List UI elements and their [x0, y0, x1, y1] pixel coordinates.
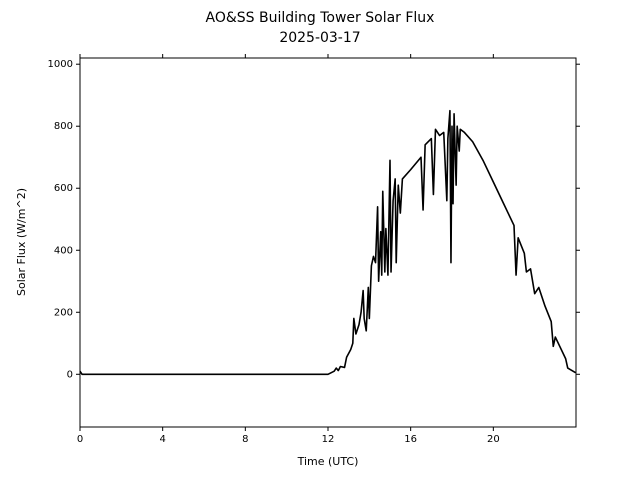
y-tick-label: 0 — [67, 369, 73, 380]
y-tick-label: 1000 — [48, 59, 73, 70]
y-tick-label: 200 — [54, 307, 73, 318]
chart-subtitle: 2025-03-17 — [279, 30, 360, 46]
x-tick-label: 4 — [159, 434, 165, 445]
y-tick-label: 400 — [54, 245, 73, 256]
x-tick-label: 0 — [77, 434, 83, 445]
y-tick-label: 800 — [54, 121, 73, 132]
chart-title: AO&SS Building Tower Solar Flux — [206, 10, 435, 26]
x-tick-label: 20 — [487, 434, 500, 445]
plot-frame — [79, 57, 577, 428]
y-tick-label: 600 — [54, 183, 73, 194]
data-line — [79, 109, 576, 376]
x-axis-label: Time (UTC) — [297, 455, 359, 468]
x-tick-label: 12 — [322, 434, 335, 445]
x-tick-label: 8 — [242, 434, 248, 445]
x-tick-label: 16 — [404, 434, 417, 445]
y-axis-label: Solar Flux (W/m^2) — [15, 188, 28, 296]
